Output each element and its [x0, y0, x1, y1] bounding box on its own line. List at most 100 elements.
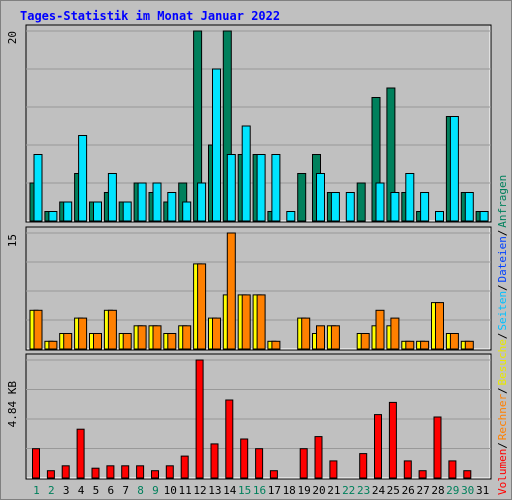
bar-anfragen-day-23 [356, 182, 366, 222]
x-tick-label-day-25: 25 [387, 484, 400, 497]
panel-top: 20 [6, 24, 492, 223]
bar-rechner-day-17 [271, 340, 281, 350]
bar-dateien-day-30 [464, 192, 474, 222]
bar-dateien-day-31 [479, 211, 489, 222]
bar-dateien-day-2 [48, 211, 58, 222]
panel-frame [25, 226, 492, 351]
bar-dateien-day-7 [122, 201, 132, 222]
x-tick-label-day-5: 5 [93, 484, 100, 497]
bar-rechner-day-2 [48, 340, 58, 350]
bar-dateien-day-28 [435, 211, 444, 222]
bar-rechner-day-16 [256, 294, 266, 350]
bar-rechner-day-5 [93, 333, 102, 350]
bar-volumen-day-11 [180, 455, 189, 479]
bar-volumen-day-9 [151, 470, 159, 479]
bar-rechner-day-7 [122, 333, 132, 350]
bar-dateien-day-16 [256, 154, 266, 222]
bar-rechner-day-8 [137, 325, 147, 350]
bar-dateien-day-5 [93, 201, 102, 222]
bar-volumen-day-20 [314, 436, 323, 479]
bar-dateien-day-8 [137, 182, 147, 222]
bar-dateien-day-26 [405, 173, 415, 222]
x-tick-label-day-26: 26 [402, 484, 415, 497]
x-tick-label-day-22: 22 [342, 484, 355, 497]
y-tick-label: 15 [6, 234, 19, 247]
bar-rechner-day-12 [197, 263, 207, 350]
legend-seiten: Seiten [496, 291, 509, 331]
bar-rechner-day-26 [405, 340, 415, 350]
bar-dateien-day-11 [182, 201, 192, 222]
bar-rechner-day-10 [167, 333, 177, 350]
chart-title: Tages-Statistik im Monat Januar 2022 [20, 9, 280, 23]
bar-volumen-day-2 [46, 470, 55, 479]
legend-dateien: Dateien [496, 236, 509, 282]
bar-dateien-day-13 [212, 68, 221, 222]
x-tick-label-day-6: 6 [107, 484, 114, 497]
bar-dateien-day-1 [33, 154, 43, 222]
panel-frame [25, 353, 492, 480]
bar-dateien-day-9 [152, 182, 162, 222]
bar-dateien-day-6 [107, 173, 117, 222]
x-tick-label-day-3: 3 [63, 484, 70, 497]
bar-volumen-day-13 [210, 443, 219, 479]
x-tick-label-day-19: 19 [297, 484, 310, 497]
bar-rechner-day-28 [435, 302, 444, 350]
bar-volumen-day-28 [433, 416, 442, 479]
bar-volumen-day-21 [329, 460, 338, 479]
x-tick-label-day-9: 9 [152, 484, 159, 497]
bar-volumen-day-26 [403, 460, 412, 479]
bar-rechner-day-29 [449, 333, 459, 350]
x-tick-label-day-24: 24 [372, 484, 386, 497]
legend-anfragen: Anfragen [496, 175, 509, 228]
panel-frame [25, 24, 492, 223]
bar-rechner-day-21 [330, 325, 340, 350]
legend: Volumen/Rechner/Besuche/Seiten/Dateien/A… [496, 175, 509, 495]
bar-dateien-day-21 [330, 192, 340, 222]
panel-bottom: 4.84 KB [6, 353, 492, 480]
x-tick-label-day-18: 18 [283, 484, 296, 497]
bar-volumen-day-5 [91, 467, 100, 479]
x-tick-label-day-30: 30 [461, 484, 474, 497]
legend-separator: / [496, 442, 509, 449]
x-tick-label-day-20: 20 [312, 484, 325, 497]
legend-volumen: Volumen [496, 449, 509, 495]
bar-volumen-day-12 [195, 359, 204, 479]
bar-volumen-day-6 [106, 465, 115, 479]
bar-volumen-day-3 [61, 465, 70, 479]
bar-rechner-day-24 [375, 309, 385, 350]
bar-volumen-day-25 [388, 401, 397, 479]
bar-volumen-day-16 [255, 448, 264, 479]
x-tick-label-day-29: 29 [446, 484, 459, 497]
x-tick-label-day-10: 10 [164, 484, 177, 497]
x-tick-label-day-23: 23 [357, 484, 370, 497]
x-tick-label-day-16: 16 [253, 484, 266, 497]
bar-volumen-day-30 [463, 470, 472, 479]
bar-volumen-day-29 [448, 460, 457, 479]
legend-separator: / [496, 230, 509, 237]
bar-rechner-day-30 [464, 340, 474, 350]
chart-panels: 20 15 4.84 KB [6, 24, 492, 480]
legend-besuche: Besuche [496, 339, 509, 385]
bar-volumen-day-15 [240, 438, 249, 479]
x-tick-label-day-21: 21 [327, 484, 340, 497]
bar-volumen-day-27 [418, 470, 427, 479]
x-tick-label-day-14: 14 [223, 484, 237, 497]
bar-volumen-day-23 [359, 453, 368, 479]
x-tick-label-day-13: 13 [208, 484, 221, 497]
legend-separator: / [496, 387, 509, 394]
bar-rechner-day-1 [33, 309, 43, 350]
bar-volumen-day-4 [76, 428, 85, 479]
bar-dateien-day-14 [226, 154, 236, 222]
bar-rechner-day-27 [420, 340, 430, 350]
bar-volumen-day-17 [269, 470, 278, 479]
bar-rechner-day-9 [152, 325, 162, 350]
x-tick-label-day-11: 11 [178, 484, 191, 497]
bar-rechner-day-4 [78, 317, 88, 350]
bar-rechner-day-15 [241, 294, 251, 350]
bar-dateien-day-17 [271, 154, 281, 222]
y-tick-label: 4.84 KB [6, 381, 19, 428]
x-tick-label-day-4: 4 [78, 484, 85, 497]
bar-volumen-day-14 [225, 399, 234, 479]
x-tick-label-day-2: 2 [48, 484, 55, 497]
